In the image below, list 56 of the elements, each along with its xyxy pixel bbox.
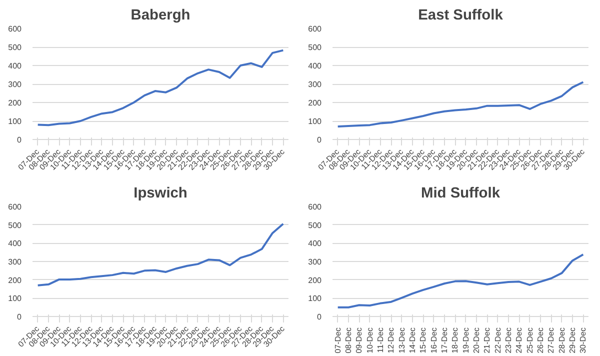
y-tick-label: 600 — [308, 202, 322, 212]
chart-title: Mid Suffolk — [421, 186, 501, 202]
y-tick-label: 0 — [317, 312, 322, 322]
chart-title: Ipswich — [134, 186, 188, 202]
y-tick-label: 600 — [8, 202, 22, 212]
y-tick-label: 400 — [308, 239, 322, 248]
y-tick-label: 500 — [308, 43, 322, 52]
x-tick-label: 28-Dec — [557, 327, 566, 354]
x-tick-label: 08-Dec — [344, 327, 353, 354]
y-tick-label: 500 — [8, 43, 22, 52]
chart-title: East Suffolk — [418, 8, 504, 24]
x-tick-label: 11-Dec — [376, 327, 385, 353]
x-tick-label: 10-Dec — [365, 327, 374, 354]
y-tick-label: 300 — [308, 80, 322, 89]
y-tick-label: 100 — [8, 294, 22, 304]
y-tick-label: 400 — [8, 239, 22, 248]
x-tick-label: 25-Dec — [525, 327, 534, 354]
x-tick-label: 15-Dec — [418, 327, 428, 354]
x-tick-label: 18-Dec — [450, 327, 460, 354]
y-tick-label: 100 — [308, 294, 322, 304]
x-tick-label: 19-Dec — [461, 327, 470, 354]
x-tick-label: 12-Dec — [386, 327, 396, 354]
x-tick-label: 17-Dec — [440, 327, 449, 354]
x-tick-label: 09-Dec — [354, 327, 364, 354]
y-tick-label: 0 — [17, 136, 22, 144]
y-tick-label: 300 — [8, 258, 22, 266]
y-tick-label: 400 — [308, 62, 322, 70]
y-tick-label: 500 — [308, 220, 322, 230]
x-tick-label: 29-Dec — [568, 327, 577, 354]
x-tick-label: 13-Dec — [397, 327, 406, 354]
y-tick-label: 200 — [308, 276, 322, 285]
y-tick-label: 0 — [317, 136, 322, 144]
y-tick-label: 100 — [308, 117, 322, 126]
y-tick-label: 300 — [8, 80, 22, 89]
y-tick-label: 0 — [17, 312, 22, 322]
x-tick-label: 07-Dec — [333, 327, 342, 354]
x-tick-label: 23-Dec — [504, 327, 513, 354]
x-tick-label: 21-Dec — [482, 327, 492, 354]
x-tick-label: 27-Dec — [546, 327, 556, 354]
x-tick-label: 16-Dec — [429, 327, 438, 354]
x-tick-label: 14-Dec — [408, 327, 417, 354]
y-tick-label: 500 — [8, 220, 22, 230]
y-tick-label: 600 — [308, 24, 322, 34]
x-tick-label: 22-Dec — [493, 327, 502, 354]
y-tick-label: 100 — [8, 117, 22, 126]
chart-title: Babergh — [130, 8, 190, 24]
y-tick-label: 200 — [308, 98, 322, 108]
y-tick-label: 200 — [8, 98, 22, 108]
y-tick-label: 600 — [8, 24, 22, 34]
y-tick-label: 400 — [8, 62, 22, 70]
x-tick-label: 20-Dec — [472, 327, 481, 354]
y-tick-label: 300 — [308, 258, 322, 266]
x-tick-label: 30-Dec — [578, 327, 588, 354]
x-tick-label: 24-Dec — [514, 327, 524, 354]
y-tick-label: 200 — [8, 276, 22, 285]
x-tick-label: 26-Dec — [536, 327, 545, 354]
